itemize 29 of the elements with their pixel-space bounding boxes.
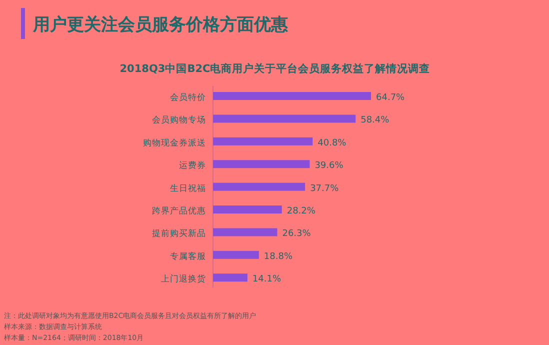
data-label: 37.7% xyxy=(310,184,340,194)
data-label: 64.7% xyxy=(376,93,406,103)
y-tick-label: 跨界产品优惠 xyxy=(152,206,206,216)
bar xyxy=(213,114,356,123)
bar xyxy=(213,182,306,191)
y-tick-label: 上门退换货 xyxy=(161,274,206,285)
data-label: 18.8% xyxy=(264,252,293,262)
data-label: 40.8% xyxy=(318,138,347,148)
y-tick-label: 专属客服 xyxy=(170,250,206,262)
y-tick-label: 购物现金券派送 xyxy=(143,137,206,148)
data-label: 14.1% xyxy=(252,274,282,285)
bar xyxy=(213,137,313,146)
bar xyxy=(213,228,278,236)
chart-title: 用户更关注会员服务价格方面优惠 xyxy=(32,15,289,35)
bar xyxy=(213,274,248,282)
data-label: 58.4% xyxy=(360,116,390,126)
bar xyxy=(213,92,371,100)
y-tick-label: 会员特价 xyxy=(170,92,206,103)
bar xyxy=(213,160,310,168)
chart-subtitle: 2018Q3中国B2C电商用户关于平台会员服务权益了解情况调查 xyxy=(120,62,430,75)
data-label: 26.3% xyxy=(282,229,312,240)
y-tick-label: 提前购买新品 xyxy=(152,228,206,240)
y-tick-label: 生日祝福 xyxy=(170,182,206,194)
y-tick-label: 运费券 xyxy=(179,160,206,172)
data-label: 39.6% xyxy=(314,161,344,172)
bar xyxy=(213,250,259,259)
y-tick-label: 会员购物专场 xyxy=(152,114,206,126)
bar xyxy=(213,206,282,214)
data-label: 28.2% xyxy=(286,206,316,216)
